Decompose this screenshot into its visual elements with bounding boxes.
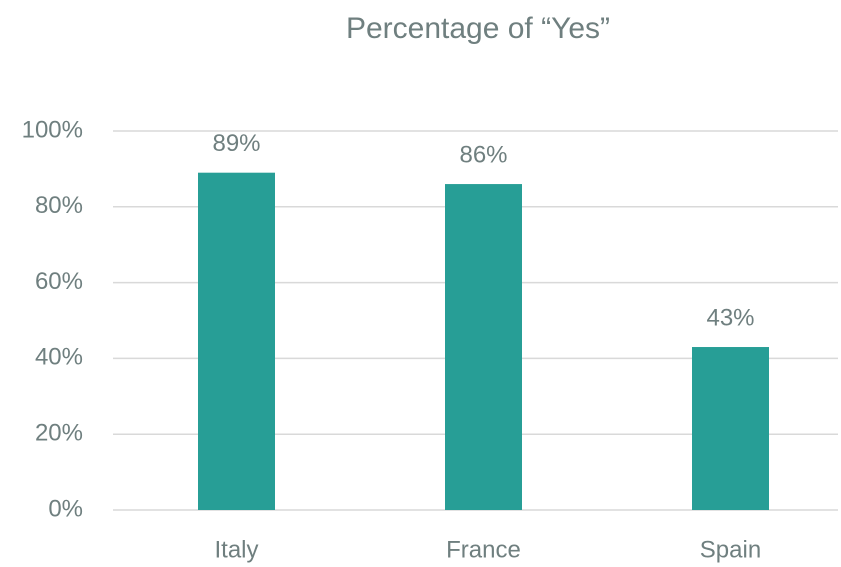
bar — [198, 172, 275, 510]
chart-title: Percentage of “Yes” — [346, 12, 610, 45]
y-tick-label: 100% — [22, 116, 83, 143]
y-tick-label: 80% — [35, 192, 83, 219]
x-tick-label: Italy — [214, 536, 258, 563]
data-label: 43% — [706, 304, 754, 331]
y-tick-label: 20% — [35, 420, 83, 447]
x-tick-label: France — [446, 536, 521, 563]
data-label: 89% — [212, 130, 260, 157]
y-tick-label: 60% — [35, 268, 83, 295]
data-label: 86% — [459, 141, 507, 168]
y-tick-label: 40% — [35, 344, 83, 371]
y-tick-label: 0% — [48, 495, 83, 522]
bar — [692, 347, 769, 510]
x-tick-label: Spain — [700, 536, 761, 563]
bar — [445, 184, 522, 510]
